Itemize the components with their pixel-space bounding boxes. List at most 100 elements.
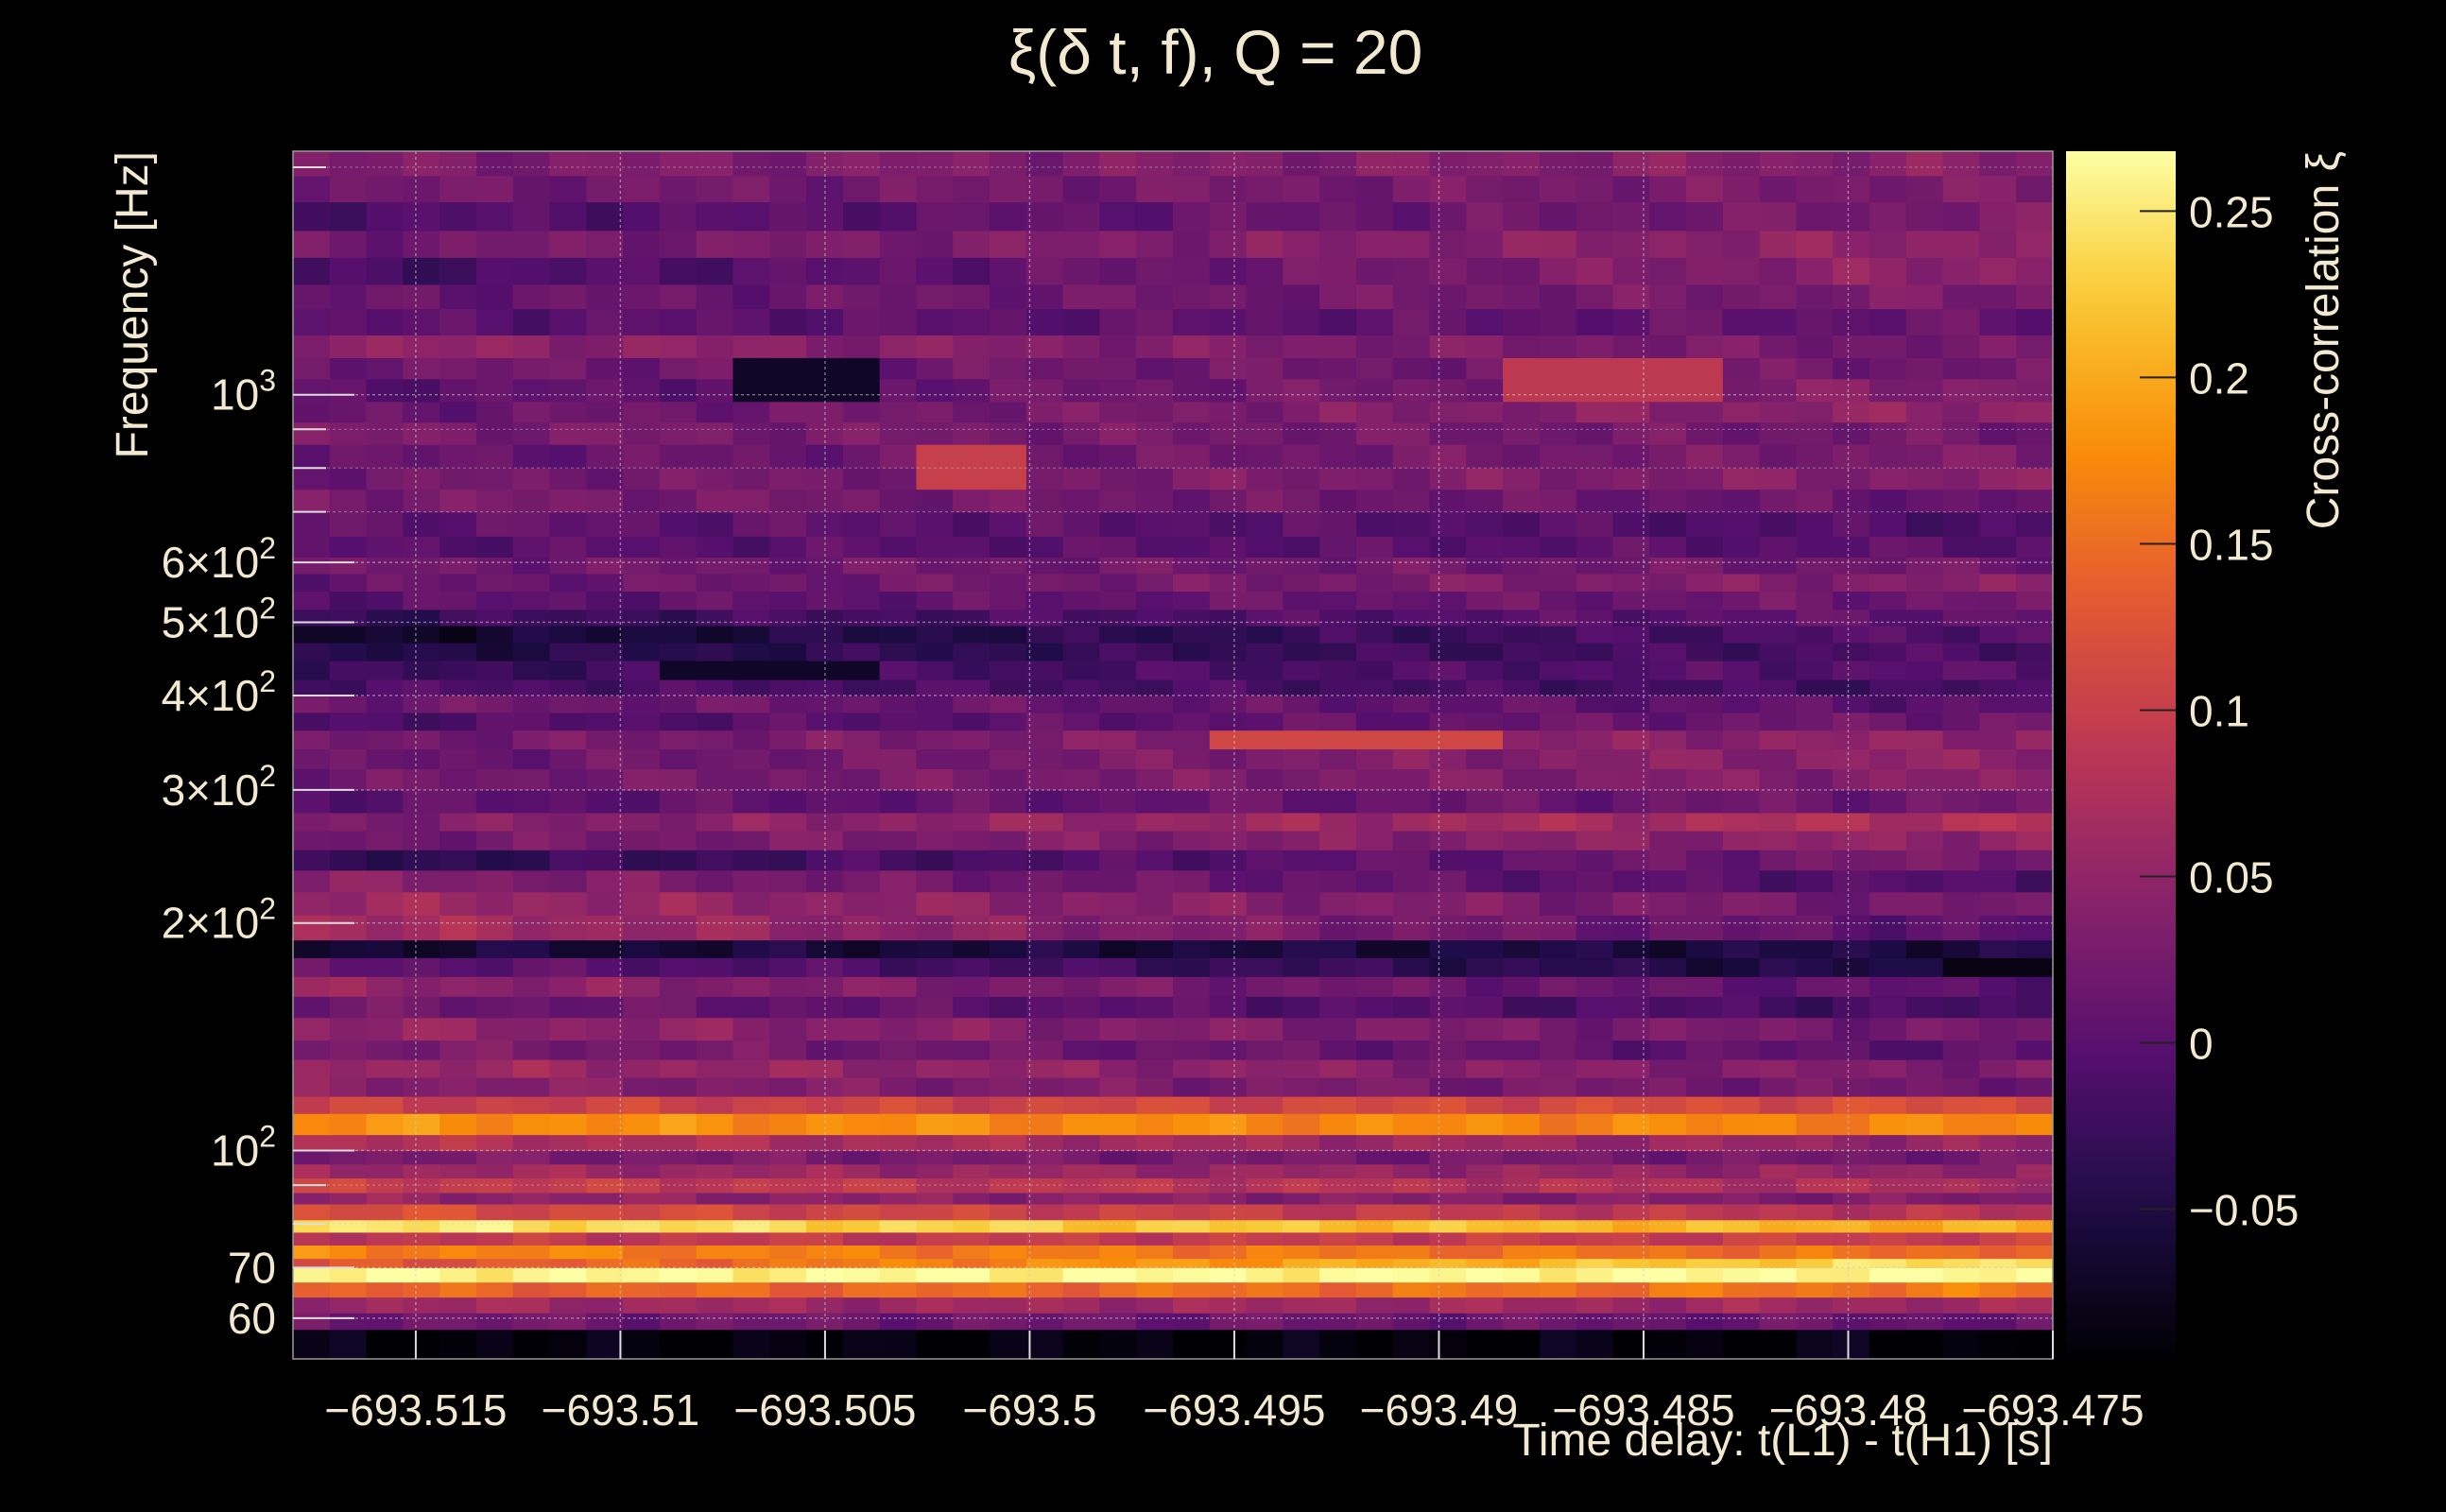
heatmap-cell <box>1759 1076 1798 1097</box>
heatmap-cell <box>659 1203 698 1221</box>
heatmap-cell <box>1392 401 1431 423</box>
heatmap-cell <box>1319 335 1357 358</box>
heatmap-cell <box>953 1329 990 1359</box>
heatmap-cell <box>1392 768 1431 791</box>
heatmap-cell <box>842 378 881 403</box>
heatmap-cell <box>1429 511 1467 537</box>
heatmap-cell <box>1209 284 1248 310</box>
heatmap-cell <box>623 591 661 610</box>
heatmap-cell <box>1429 1017 1467 1041</box>
heatmap-cell <box>696 1231 734 1246</box>
heatmap-cell <box>1246 557 1283 575</box>
heatmap-cell <box>1686 557 1724 575</box>
heatmap-cell <box>366 869 404 893</box>
heatmap-cell <box>1722 1040 1761 1060</box>
heatmap-cell <box>1025 468 1064 490</box>
heatmap-cell <box>403 1134 440 1152</box>
heatmap-cell <box>1759 335 1798 358</box>
heatmap-cell <box>879 957 918 977</box>
heatmap-cell <box>1539 1163 1577 1179</box>
heatmap-cell <box>329 730 368 750</box>
heatmap-cell <box>916 789 954 814</box>
heatmap-cell <box>769 768 807 791</box>
heatmap-cell <box>1319 1192 1357 1205</box>
heatmap-cell <box>1759 201 1798 232</box>
heatmap-cell <box>2016 660 2053 680</box>
heatmap-cell <box>806 468 844 490</box>
heatmap-cell <box>1209 1297 1248 1314</box>
heatmap-cell <box>990 768 1027 791</box>
heatmap-cell <box>659 308 698 335</box>
heatmap-cell <box>329 175 368 203</box>
heatmap-cell <box>1062 1192 1101 1205</box>
heatmap-cell <box>1173 1192 1211 1205</box>
heatmap-cell <box>1612 357 1650 380</box>
heatmap-cell <box>366 489 404 513</box>
heatmap-cell <box>842 591 881 610</box>
heatmap-cell <box>659 1076 698 1097</box>
heatmap-cell <box>439 660 477 680</box>
heatmap-cell <box>1099 1231 1137 1246</box>
heatmap-cell <box>1319 308 1357 335</box>
heatmap-cell <box>1942 850 1981 871</box>
heatmap-cell <box>1099 444 1137 469</box>
heatmap-cell <box>916 444 954 469</box>
heatmap-cell <box>1905 660 1944 680</box>
heatmap-cell <box>1283 1258 1320 1268</box>
heatmap-cell <box>1246 1095 1283 1114</box>
heatmap-cell <box>1796 1219 1834 1233</box>
heatmap-cell <box>879 421 918 445</box>
heatmap-cell <box>1283 536 1320 558</box>
heatmap-cell <box>512 1113 551 1136</box>
heatmap-cell <box>1576 891 1614 916</box>
heatmap-cell <box>1209 335 1248 358</box>
heatmap-cell <box>1025 812 1064 832</box>
heatmap-cell <box>1942 915 1981 941</box>
heatmap-cell <box>1099 1113 1137 1136</box>
heatmap-cell <box>1539 230 1577 258</box>
heatmap-cell <box>475 151 514 177</box>
heatmap-cell <box>769 175 807 203</box>
heatmap-cell <box>1136 1258 1174 1268</box>
heatmap-cell <box>769 625 807 644</box>
heatmap-cell <box>1979 591 2017 610</box>
heatmap-cell <box>1503 1177 1541 1194</box>
heatmap-cell <box>1759 591 1798 610</box>
heatmap-cell <box>1722 151 1761 177</box>
heatmap-cell <box>1539 812 1577 832</box>
heatmap-cell <box>1319 1297 1357 1314</box>
heatmap-cell <box>1025 789 1064 814</box>
heatmap-cell <box>1466 957 1504 977</box>
heatmap-cell <box>1722 1163 1761 1179</box>
heatmap-cell <box>1062 1059 1101 1078</box>
heatmap-cell <box>1905 591 1944 610</box>
heatmap-cell <box>1173 175 1211 203</box>
heatmap-cell <box>439 891 477 916</box>
heatmap-cell <box>1539 1267 1577 1283</box>
heatmap-cell <box>512 1281 551 1298</box>
heatmap-cell <box>329 1134 368 1152</box>
heatmap-cell <box>916 1113 954 1136</box>
heatmap-cell <box>512 660 551 680</box>
heatmap-cell <box>1025 1329 1064 1359</box>
heatmap-cell <box>1722 1017 1761 1041</box>
colorbar-tick-label: 0.25 <box>2189 187 2274 236</box>
heatmap-cell <box>549 591 587 610</box>
heatmap-cell <box>549 1095 587 1114</box>
heatmap-cell <box>659 1245 698 1260</box>
heatmap-cell <box>403 642 440 662</box>
heatmap-cell <box>879 1150 918 1165</box>
heatmap-cell <box>1429 536 1467 558</box>
heatmap-cell <box>1869 536 1907 558</box>
heatmap-cell <box>403 1059 440 1078</box>
heatmap-cell <box>1355 869 1394 893</box>
heatmap-cell <box>1759 284 1798 310</box>
heatmap-cell <box>879 768 918 791</box>
heatmap-cell <box>1905 1313 1944 1331</box>
heatmap-cell <box>439 1219 477 1233</box>
heatmap-cell <box>366 468 404 490</box>
heatmap-cell <box>1466 511 1504 537</box>
heatmap-cell <box>1759 1313 1798 1331</box>
heatmap-cell <box>1099 308 1137 335</box>
heatmap-cell <box>366 421 404 445</box>
